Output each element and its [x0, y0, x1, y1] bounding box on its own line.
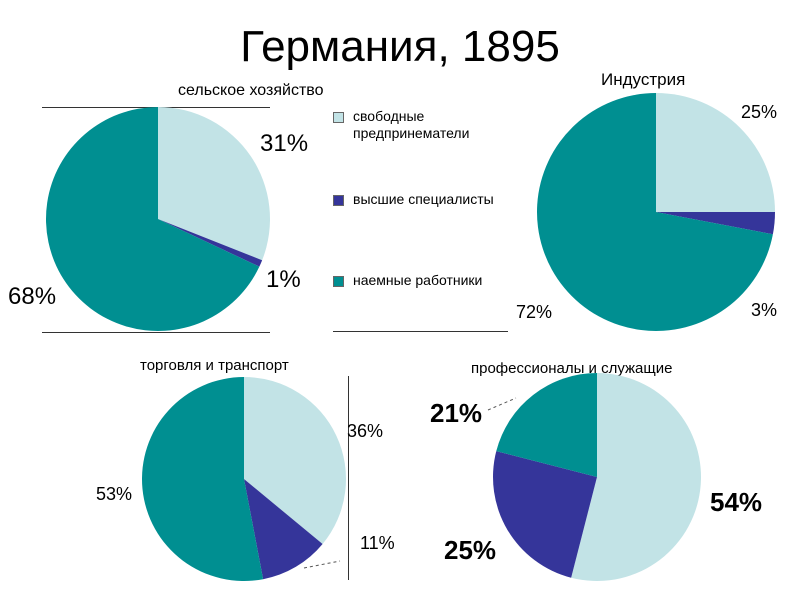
pie-slice	[158, 107, 270, 261]
pie-slice	[656, 212, 775, 235]
pie-slice	[46, 107, 260, 331]
pie-slice	[492, 451, 597, 578]
frame-line	[333, 331, 508, 332]
pie-slice	[656, 93, 775, 212]
pie-slice	[158, 219, 263, 267]
frame-line	[42, 332, 270, 333]
pie-slice	[244, 479, 323, 580]
chart-title-agriculture: сельское хозяйство	[178, 82, 324, 99]
chart-title-professionals: профессионалы и служащие	[471, 360, 673, 377]
chart-title-industry: Индустрия	[601, 70, 686, 89]
data-label: 54%	[710, 487, 763, 517]
data-label: 25%	[741, 102, 778, 122]
legend-swatch	[333, 195, 344, 206]
data-label: 36%	[347, 421, 384, 441]
data-label: 53%	[96, 484, 133, 504]
pie-slice	[571, 373, 701, 581]
pie-agriculture	[46, 107, 270, 331]
frame-line	[348, 376, 349, 580]
pie-industry	[537, 93, 775, 332]
data-label: 1%	[266, 266, 301, 293]
data-label: 72%	[516, 302, 553, 322]
data-label: 11%	[360, 533, 395, 553]
pie-slice	[244, 376, 347, 545]
pie-trade	[141, 376, 347, 581]
legend-label: наемные работники	[353, 272, 483, 288]
leader-line	[303, 560, 341, 569]
legend-label: свободные предпринематели	[353, 108, 470, 141]
page-title: Германия, 1895	[240, 22, 560, 71]
legend-swatch	[333, 112, 344, 123]
data-label: 3%	[751, 300, 778, 320]
chart-title-trade: торговля и транспорт	[140, 357, 289, 374]
pie-professionals	[492, 373, 701, 581]
data-label: 25%	[444, 535, 497, 565]
data-label: 21%	[430, 398, 483, 428]
legend-swatch	[333, 276, 344, 287]
data-label: 31%	[260, 130, 309, 157]
leader-line	[487, 397, 517, 411]
pie-slice	[496, 373, 597, 477]
pie-slice	[537, 93, 773, 332]
legend-label: высшие специалисты	[353, 191, 494, 207]
data-label: 68%	[8, 283, 57, 310]
pie-slice	[141, 377, 264, 581]
